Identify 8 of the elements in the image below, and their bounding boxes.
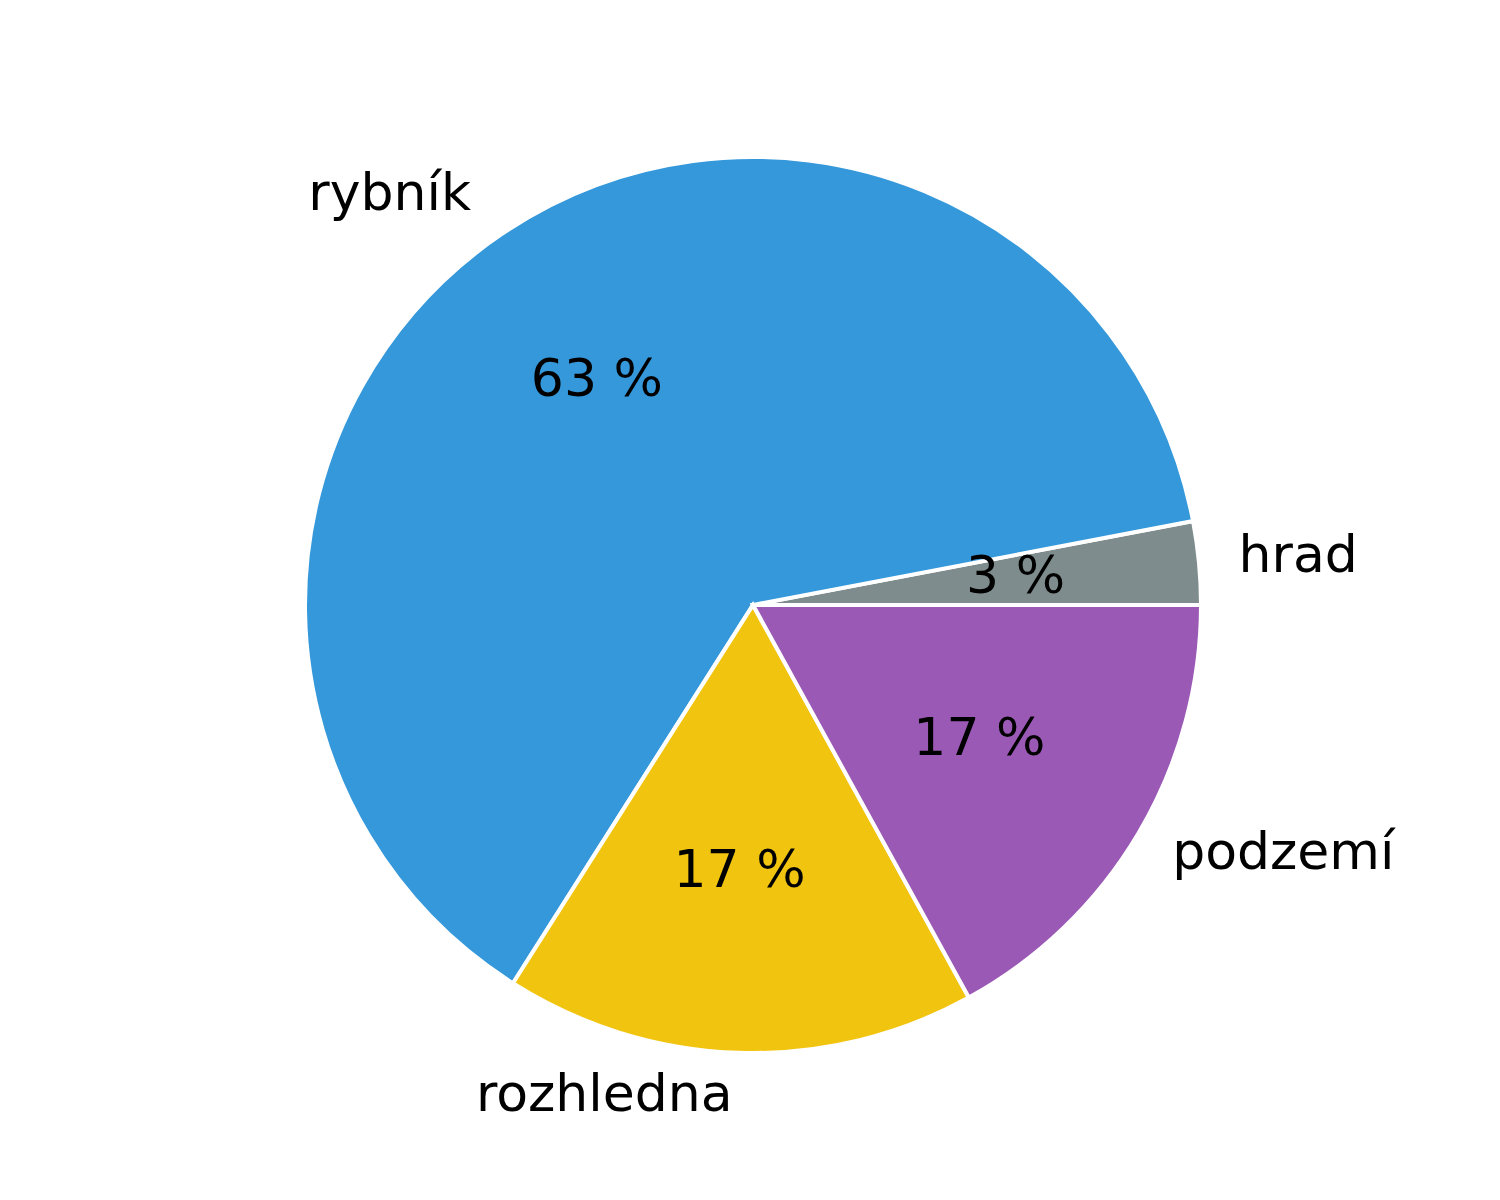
slice-label: rozhledna: [475, 1062, 733, 1123]
slice-label: hrad: [1238, 523, 1358, 584]
data-label: 17 %: [673, 838, 806, 899]
data-label: 63 %: [530, 347, 663, 408]
data-label: 17 %: [913, 706, 1046, 767]
slice-label: rybník: [308, 162, 472, 223]
data-label: 3 %: [966, 544, 1066, 605]
slice-label: podzemí: [1172, 820, 1396, 881]
